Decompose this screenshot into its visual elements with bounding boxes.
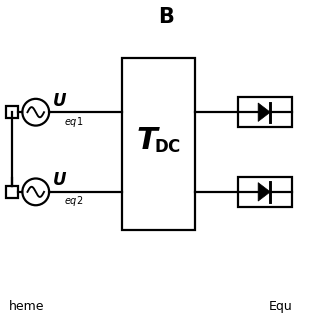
Text: $\mathbf{DC}$: $\mathbf{DC}$ [154, 138, 181, 156]
Text: $\mathit{eq}$2: $\mathit{eq}$2 [64, 195, 83, 208]
Text: $\bfit{U}$: $\bfit{U}$ [52, 171, 67, 189]
Text: heme: heme [8, 300, 44, 313]
Text: Equ: Equ [269, 300, 293, 313]
Polygon shape [258, 103, 270, 122]
Text: $\bfit{U}$: $\bfit{U}$ [52, 92, 67, 110]
Text: $\mathit{eq}$1: $\mathit{eq}$1 [64, 115, 83, 129]
Text: $\bfit{T}$: $\bfit{T}$ [136, 126, 161, 155]
Text: B: B [158, 7, 174, 27]
Polygon shape [258, 183, 270, 201]
